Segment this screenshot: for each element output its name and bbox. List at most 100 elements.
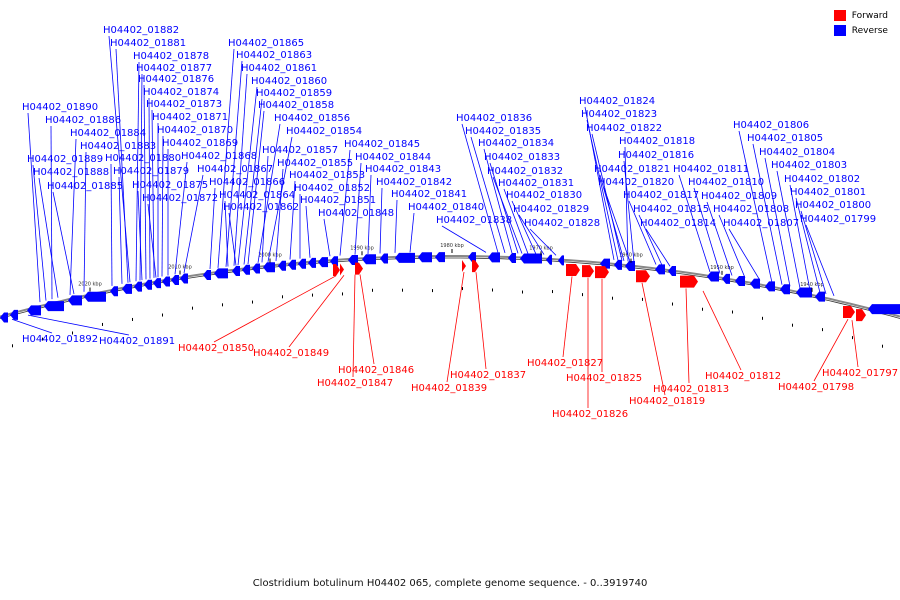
reverse-label-leader bbox=[638, 214, 663, 266]
minor-tick bbox=[252, 300, 253, 304]
reverse-gene-label: H04402_01855 bbox=[277, 158, 353, 169]
reverse-label-leader bbox=[183, 174, 204, 273]
reverse-gene-label: H04402_01869 bbox=[162, 138, 238, 149]
reverse-gene-label: H04402_01831 bbox=[498, 178, 574, 189]
reverse-gene-45 bbox=[735, 276, 745, 287]
reverse-gene-32 bbox=[468, 252, 476, 263]
forward-gene-label: H04402_01813 bbox=[653, 384, 729, 395]
reverse-gene-label: H04402_01877 bbox=[136, 63, 212, 74]
reverse-gene-22 bbox=[298, 258, 306, 269]
reverse-label-leader bbox=[143, 84, 147, 280]
forward-gene-label: H04402_01819 bbox=[629, 396, 705, 407]
forward-gene-4 bbox=[472, 260, 479, 273]
reverse-gene-7 bbox=[122, 283, 132, 294]
minor-tick bbox=[612, 296, 613, 300]
reverse-gene-label: H04402_01817 bbox=[623, 190, 699, 201]
reverse-gene-label: H04402_01857 bbox=[262, 145, 338, 156]
reverse-gene-8 bbox=[134, 281, 142, 292]
reverse-label-leader bbox=[764, 157, 791, 287]
reverse-label-leader bbox=[678, 174, 711, 273]
reverse-gene-label: H04402_01886 bbox=[45, 115, 121, 126]
reverse-label-leader bbox=[32, 164, 47, 301]
reverse-gene-48 bbox=[780, 284, 790, 295]
reverse-label-leader bbox=[586, 119, 619, 261]
reverse-gene-label: H04402_01852 bbox=[294, 183, 370, 194]
forward-gene-5 bbox=[566, 263, 580, 276]
reverse-gene-27 bbox=[362, 254, 376, 265]
reverse-gene-label: H04402_01854 bbox=[286, 126, 362, 137]
reverse-gene-label: H04402_01814 bbox=[640, 218, 716, 229]
reverse-gene-label: H04402_01830 bbox=[506, 190, 582, 201]
forward-gene-1 bbox=[340, 263, 344, 276]
legend: Forward Reverse bbox=[833, 8, 888, 38]
axis-tick-label: 1940 kbp bbox=[800, 282, 824, 288]
reverse-gene-label: H04402_01811 bbox=[673, 164, 749, 175]
reverse-gene-label: H04402_01883 bbox=[80, 141, 156, 152]
reverse-label-leader bbox=[243, 98, 263, 265]
reverse-label-leader bbox=[718, 214, 746, 278]
reverse-gene-0 bbox=[0, 312, 8, 323]
reverse-gene-36 bbox=[546, 254, 552, 265]
reverse-gene-label: H04402_01874 bbox=[143, 87, 219, 98]
reverse-gene-label: H04402_01885 bbox=[47, 181, 123, 192]
reverse-label-leader bbox=[228, 212, 237, 266]
reverse-label-leader bbox=[83, 151, 87, 292]
reverse-gene-20 bbox=[278, 260, 286, 271]
reverse-gene-label: H04402_01844 bbox=[355, 152, 431, 163]
reverse-gene-label: H04402_01841 bbox=[391, 189, 467, 200]
reverse-gene-31 bbox=[435, 252, 445, 263]
reverse-gene-label: H04402_01807 bbox=[723, 218, 799, 229]
reverse-label-leader bbox=[795, 197, 821, 293]
reverse-gene-label: H04402_01862 bbox=[223, 202, 299, 213]
reverse-gene-label: H04402_01882 bbox=[103, 25, 179, 36]
axis-tick-label: 1960 kbp bbox=[619, 253, 643, 259]
reverse-gene-28 bbox=[380, 253, 388, 264]
reverse-gene-label: H04402_01805 bbox=[747, 133, 823, 144]
forward-label-leader bbox=[851, 320, 859, 368]
minor-tick bbox=[822, 328, 823, 332]
reverse-gene-label: H04402_01892 bbox=[22, 334, 98, 345]
reverse-label-leader bbox=[518, 214, 545, 255]
reverse-gene-label: H04402_01804 bbox=[759, 147, 835, 158]
minor-tick bbox=[732, 310, 733, 314]
reverse-label-leader bbox=[394, 199, 398, 253]
legend-label-reverse: Reverse bbox=[851, 25, 888, 36]
reverse-gene-4 bbox=[68, 295, 82, 306]
reverse-gene-46 bbox=[750, 278, 760, 289]
reverse-gene-10 bbox=[153, 278, 161, 289]
reverse-gene-39 bbox=[614, 259, 622, 270]
reverse-label-leader bbox=[706, 201, 733, 276]
forward-gene-label: H04402_01839 bbox=[411, 383, 487, 394]
axis-tick-label: 1970 kbp bbox=[529, 245, 553, 251]
reverse-label-leader bbox=[738, 130, 773, 283]
reverse-gene-17 bbox=[242, 264, 250, 275]
forward-label-leader bbox=[446, 271, 465, 383]
forward-label-leader bbox=[359, 274, 375, 365]
reverse-gene-label: H04402_01843 bbox=[365, 164, 441, 175]
minor-tick bbox=[642, 297, 643, 301]
forward-gene-label: H04402_01826 bbox=[552, 409, 628, 420]
reverse-gene-5 bbox=[84, 291, 106, 302]
reverse-gene-label: H04402_01799 bbox=[800, 214, 876, 225]
reverse-label-leader bbox=[628, 200, 657, 265]
forward-gene-label: H04402_01847 bbox=[317, 378, 393, 389]
reverse-label-leader bbox=[148, 97, 151, 279]
reverse-label-leader bbox=[247, 110, 265, 265]
reverse-gene-47 bbox=[765, 281, 775, 292]
forward-gene-10 bbox=[843, 305, 855, 318]
reverse-gene-29 bbox=[395, 252, 415, 263]
reverse-gene-label: H04402_01858 bbox=[258, 100, 334, 111]
reverse-gene-label: H04402_01845 bbox=[344, 139, 420, 150]
gene-labels: H04402_01882H04402_01881H04402_01878H044… bbox=[11, 25, 898, 420]
reverse-label-leader bbox=[483, 148, 513, 254]
reverse-label-leader bbox=[50, 125, 53, 300]
reverse-label-leader bbox=[110, 163, 113, 286]
reverse-gene-label: H04402_01802 bbox=[784, 174, 860, 185]
minor-tick bbox=[492, 288, 493, 292]
reverse-label-leader bbox=[728, 228, 761, 281]
minor-tick bbox=[462, 287, 463, 291]
legend-item-forward: Forward bbox=[833, 8, 888, 23]
reverse-gene-25 bbox=[330, 256, 338, 267]
reverse-gene-label: H04402_01829 bbox=[513, 204, 589, 215]
